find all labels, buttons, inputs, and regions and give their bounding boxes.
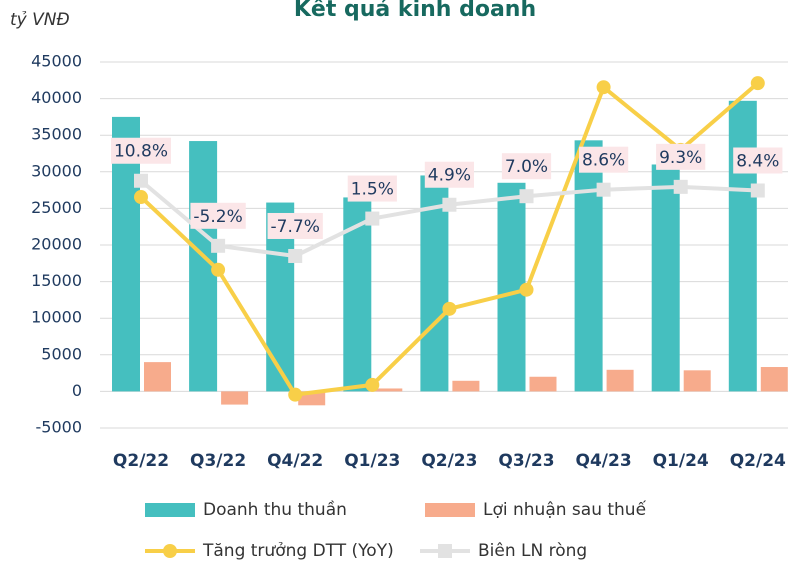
data-label-text: 4.9% (428, 166, 471, 186)
y-tick-label: 5000 (41, 344, 82, 363)
data-label-box (501, 153, 552, 180)
data-label-text: 1.5% (351, 180, 394, 200)
x-tick-label: Q4/23 (576, 451, 632, 471)
line-marker (442, 301, 457, 316)
line-marker (673, 179, 688, 194)
x-tick-label: Q2/24 (730, 451, 786, 471)
data-label-box (267, 212, 323, 239)
x-tick-label: Q1/24 (653, 451, 709, 471)
y-tick-label: 30000 (31, 161, 82, 180)
y-tick-label: 45000 (31, 52, 82, 71)
legend-label: Tăng trưởng DTT (YoY) (202, 541, 394, 561)
legend-swatch (425, 503, 475, 517)
line-marker (519, 282, 534, 297)
bar (452, 380, 480, 392)
line-marker (750, 183, 765, 198)
y-tick-label: -5000 (36, 418, 83, 437)
legend-label: Biên LN ròng (478, 541, 587, 561)
y-tick-label: 20000 (31, 235, 82, 254)
data-label: 8.6% (578, 146, 629, 173)
legend-marker (438, 544, 452, 558)
data-label-box (578, 146, 629, 173)
data-label: -7.7% (267, 212, 323, 239)
data-label-box (347, 175, 397, 202)
line-marker (211, 262, 226, 277)
data-label: 10.8% (110, 137, 172, 164)
data-label-box (424, 161, 475, 188)
data-label-text: 7.0% (505, 157, 548, 177)
x-tick-label: Q1/23 (344, 451, 400, 471)
bar (606, 369, 634, 392)
bar (683, 370, 711, 392)
x-tick-label: Q2/22 (113, 451, 169, 471)
line-marker (365, 377, 380, 392)
line-marker (134, 190, 148, 205)
data-label-text: 8.4% (736, 152, 779, 172)
data-label-text: 8.6% (582, 151, 625, 171)
line-marker (750, 76, 765, 91)
data-label-text: 9.3% (659, 148, 702, 168)
y-axis-label: tỷ VNĐ (10, 10, 70, 30)
legend-marker (163, 544, 177, 558)
bar (375, 388, 403, 392)
bar (221, 391, 249, 405)
y-tick-label: 15000 (31, 271, 82, 290)
data-label-box (190, 202, 246, 229)
data-label: 1.5% (347, 175, 397, 202)
data-label-text: 10.8% (114, 142, 168, 162)
y-tick-label: 35000 (31, 125, 82, 144)
line-marker (596, 182, 611, 197)
legend-label: Lợi nhuận sau thuế (483, 499, 647, 520)
line-marker (596, 80, 611, 95)
line-marker (519, 189, 534, 204)
bar (651, 164, 680, 392)
legend-label: Doanh thu thuần (203, 499, 347, 520)
line-marker (365, 211, 380, 226)
line-marker (211, 238, 226, 253)
line-marker (288, 248, 303, 263)
bar (760, 367, 788, 392)
data-label: 8.4% (733, 147, 783, 174)
x-tick-label: Q4/22 (267, 451, 323, 471)
data-label-text: -5.2% (193, 207, 242, 227)
line-marker (134, 173, 148, 188)
x-tick-label: Q2/23 (421, 451, 477, 471)
x-tick-label: Q3/22 (190, 451, 246, 471)
chart-title: Kết quả kinh doanh (294, 0, 536, 22)
line-marker (442, 197, 457, 212)
data-label: 7.0% (501, 153, 552, 180)
data-label: 4.9% (424, 161, 475, 188)
bar (144, 362, 171, 392)
data-label-box (656, 143, 706, 170)
legend-swatch (145, 503, 195, 517)
bar (574, 140, 603, 392)
line-marker (288, 387, 303, 402)
data-label-box (733, 147, 783, 174)
bar (529, 376, 557, 392)
data-label-text: -7.7% (271, 217, 320, 237)
data-label: -5.2% (190, 202, 246, 229)
bar (728, 100, 757, 392)
y-tick-label: 40000 (31, 88, 82, 107)
data-label: 9.3% (656, 143, 706, 170)
y-tick-label: 25000 (31, 198, 82, 217)
x-tick-label: Q3/23 (498, 451, 554, 471)
data-label-box (110, 137, 172, 164)
y-tick-label: 0 (72, 381, 82, 400)
y-tick-label: 10000 (31, 308, 82, 327)
